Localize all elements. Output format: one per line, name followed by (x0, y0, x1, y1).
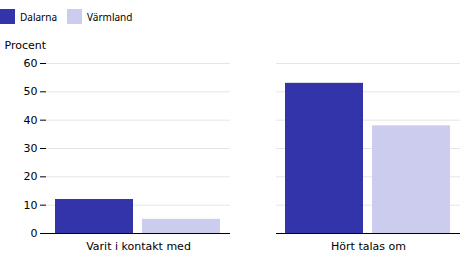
svg-text:Hört talas om: Hört talas om (331, 240, 406, 253)
svg-text:0: 0 (31, 227, 38, 240)
html-text:Värmland: Värmland (87, 9, 133, 24)
svg-text:Varit i kontakt med: Varit i kontakt med (86, 240, 191, 253)
html-text:Dalarna: Dalarna (20, 9, 57, 24)
svg-text:10: 10 (24, 199, 38, 212)
svg-text:20: 20 (24, 170, 38, 183)
svg-text:Procent: Procent (5, 39, 47, 52)
svg-text:30: 30 (24, 142, 38, 155)
svg-text:50: 50 (24, 85, 38, 98)
svg-text:60: 60 (24, 57, 38, 70)
svg-text:40: 40 (24, 114, 38, 127)
